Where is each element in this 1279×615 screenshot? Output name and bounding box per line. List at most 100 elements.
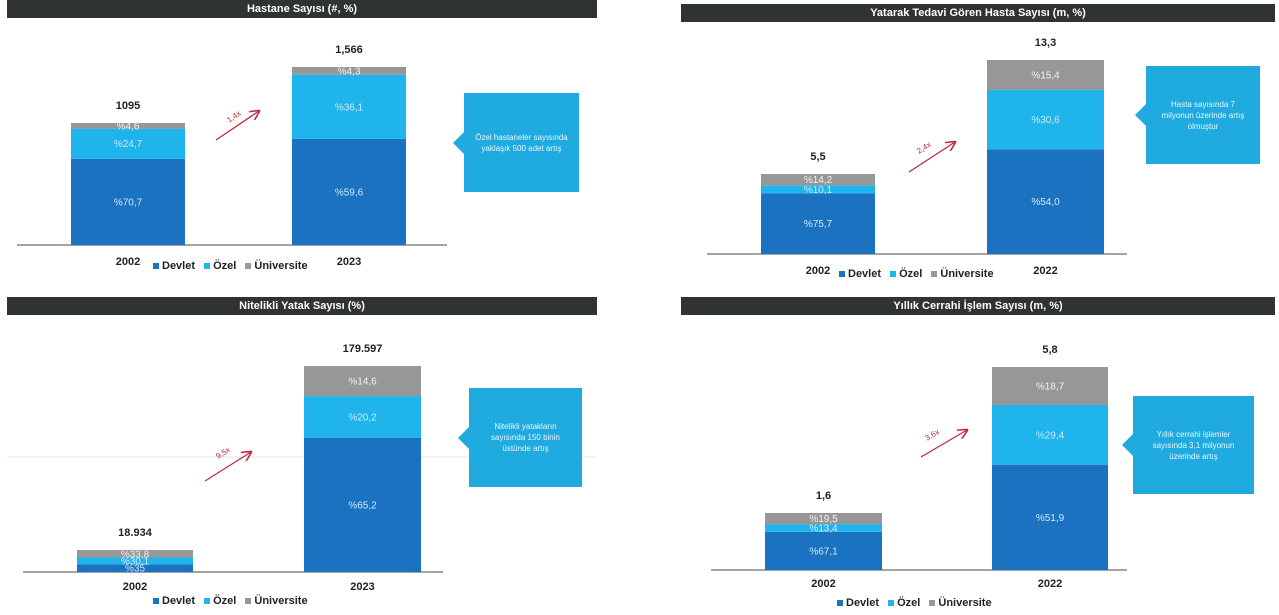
panel-hastane-sayisi: Hastane Sayısı (#, %) %70,7 %24,7 %4,6 1095… [7,0,597,285]
total-label: 1095 [116,100,140,112]
segment-label: %14,6 [348,377,377,388]
segment-label: %30,6 [1031,115,1060,126]
total-label: 18.934 [118,527,153,539]
segment-label: %10,1 [804,185,833,196]
growth-arrow-icon [920,430,967,458]
segment-label: %35 [125,564,145,575]
category-label: 2022 [1038,578,1062,590]
bar-segment-devlet-2022 [992,464,1108,570]
total-label: 13,3 [1035,37,1056,49]
legend-swatch-devlet [839,270,845,277]
panel-cerrahi-islem-sayisi: Yıllık Cerrahi İşlem Sayısı (m, %) %67,1… [681,297,1275,615]
legend-devlet: Devlet [162,260,196,272]
bar-segment-ozel-2002 [761,185,875,194]
total-label: 179.597 [343,343,383,355]
chart-svg: %70,7 %24,7 %4,6 1095 2002 %59,6 %36,1 %4,3 1,56… [17,44,447,268]
segment-label: %59,6 [335,187,364,198]
bar-segment-universite-2002 [77,550,193,558]
legend-swatch-ozel [204,597,211,604]
category-label: 2022 [1033,265,1057,277]
chart-title: Yıllık Cerrahi İşlem Sayısı (m, %) [681,297,1275,315]
bar-segment-universite-2002 [71,123,185,129]
legend-swatch-ozel [890,270,897,277]
legend-swatch-devlet [837,599,843,606]
bar-segment-devlet-2002 [761,193,875,254]
segment-label: %36,1 [335,102,364,113]
bar-segment-ozel-2002 [765,524,882,532]
bar-segment-devlet-2023 [304,437,421,572]
bar-segment-ozel-2002 [71,128,185,159]
bar-segment-ozel-2002 [77,557,193,565]
chart-svg: %67,1 %13,4%19,5 1,6 2002 %51,9 %29,4 %18,7 5,8… [711,344,1127,590]
bar-segment-universite-2002 [761,174,875,186]
legend-ozel: Özel [213,595,237,607]
bar-segment-ozel-2023 [304,396,421,438]
segment-label: %54,0 [1031,197,1060,208]
legend-devlet: Devlet [162,595,196,607]
segment-label: %19,5 [809,514,838,525]
bar-segment-universite-2022 [992,367,1108,405]
growth-label: 9,5x [214,445,232,461]
chart-legend: Devlet Özel Üniversite [833,268,994,280]
bar-segment-universite-2022 [987,60,1104,90]
segment-label: %65,2 [348,500,377,511]
segment-label: %29,4 [1036,430,1065,441]
legend-swatch-universite [929,599,936,606]
bar-segment-universite-2023 [292,67,406,75]
chart-legend: Devlet Özel Üniversite [147,595,308,607]
bar-segment-devlet-2023 [292,138,406,245]
category-label: 2002 [123,581,147,593]
bar-segment-devlet-2002 [77,564,193,572]
growth-label: 3,6x [923,427,941,442]
legend-swatch-devlet [153,262,159,269]
bar-segment-devlet-2002 [71,158,185,245]
segment-label: %13,4 [809,523,838,534]
legend-swatch-ozel [888,599,895,606]
segment-label: %20,2 [348,412,377,423]
callout-note: Nitelikli yatakların sayısında 150 binin… [458,388,582,487]
segment-label: %67,1 [809,546,838,557]
total-label: 5,8 [1042,344,1057,356]
bar-segment-devlet-2002 [765,531,882,570]
category-label: 2002 [116,256,140,268]
callout-note: Hasta sayısında 7 milyonun üzerinde artı… [1135,66,1260,164]
legend-devlet: Devlet [846,597,880,609]
chart-svg: %75,7 %10,1%14,2 5,5 2002 %54,0 %30,6 %15,4 13,… [707,37,1127,277]
callout-note: Özel hastaneler sayısında yaklaşık 500 a… [453,93,579,192]
segment-label: %75,7 [804,219,833,230]
segment-label: %18,7 [1036,381,1065,392]
legend-ozel: Özel [213,260,237,272]
category-label: 2002 [811,578,835,590]
segment-label: %4,6 [117,121,140,132]
total-label: 1,6 [816,490,831,502]
chart-title: Yatarak Tedavi Gören Hasta Sayısı (m, %) [681,4,1275,22]
segment-label: %15,4 [1031,70,1060,81]
legend-ozel: Özel [899,268,923,280]
segment-label: %14,2 [804,175,833,186]
legend-swatch-devlet [153,597,159,604]
bar-segment-universite-2023 [304,366,421,397]
panel-nitelikli-yatak-sayisi: Nitelikli Yatak Sayısı (%) %35 %30,1 %33,8… [7,297,597,615]
legend-universite: Üniversite [254,595,308,607]
legend-universite: Üniversite [254,260,308,272]
chart-svg: %35%30,1%33,8 18.934 2002 %65,2 %20,2 %14,6 17… [7,343,597,593]
growth-label: 1,4x [225,109,243,125]
chart-legend: Devlet Özel Üniversite [147,260,308,272]
segment-label: %33,8 [121,549,150,560]
growth-label: 2,4x [915,140,933,156]
category-label: 2002 [806,265,830,277]
legend-universite: Üniversite [938,597,992,609]
bar-segment-devlet-2022 [987,149,1104,254]
callout-note: Yıllık cerrahi işlemler sayısında 3,1 mi… [1122,396,1254,494]
growth-arrow-icon [215,111,259,141]
segment-label: %30,1 [121,556,150,567]
panel-yatarak-hasta-sayisi: Yatarak Tedavi Gören Hasta Sayısı (m, %)… [681,4,1275,287]
category-label: 2023 [337,256,361,268]
bar-segment-ozel-2023 [292,74,406,139]
legend-universite: Üniversite [940,268,994,280]
segment-label: %70,7 [114,197,143,208]
legend-swatch-ozel [204,262,211,269]
chart-legend: Devlet Özel Üniversite [831,597,992,609]
segment-label: %51,9 [1036,513,1065,524]
legend-devlet: Devlet [848,268,882,280]
